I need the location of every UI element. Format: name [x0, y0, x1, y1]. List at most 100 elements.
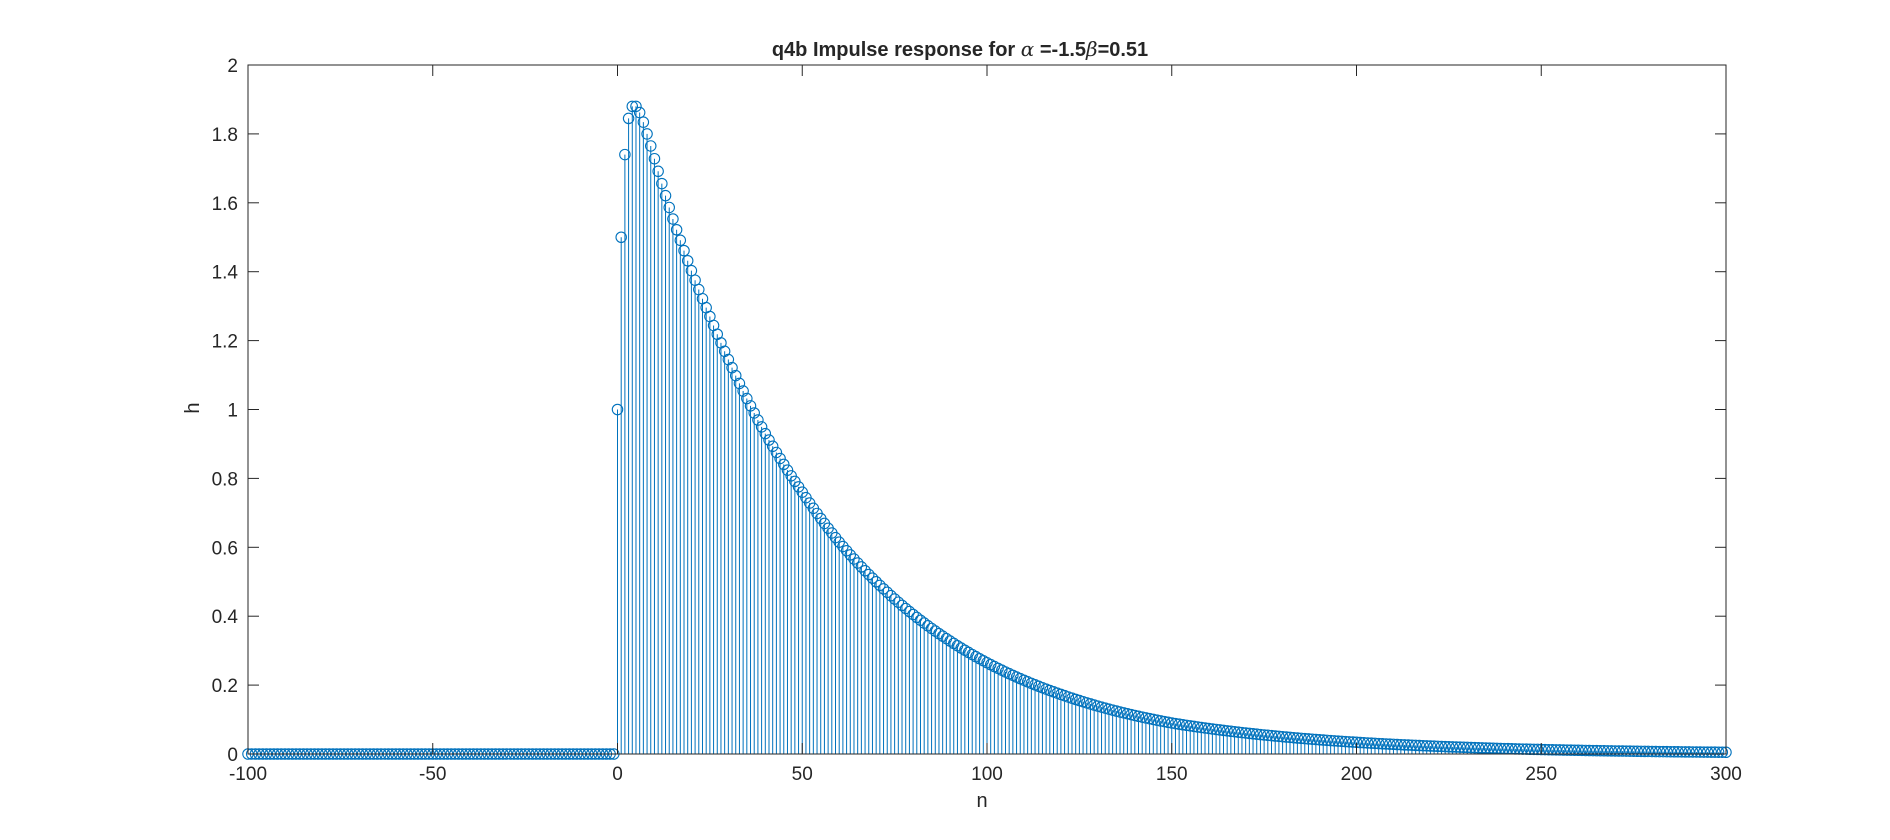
stem-marker: [1306, 733, 1318, 745]
y-tick-label: 0.8: [212, 469, 238, 490]
x-tick-label: 200: [1341, 764, 1373, 785]
stem-marker: [1265, 729, 1278, 742]
stem-marker: [840, 544, 853, 557]
stem-marker: [615, 231, 627, 244]
stem-marker: [733, 377, 746, 390]
stem-marker: [1638, 745, 1651, 758]
stem-series: [242, 100, 1732, 760]
stem-marker: [1398, 739, 1411, 751]
stem-marker: [1413, 739, 1426, 752]
stem-marker: [1228, 725, 1241, 738]
title-middle: =-1.5: [1034, 39, 1086, 61]
stem-marker: [1243, 727, 1256, 740]
stem-marker: [855, 561, 868, 573]
stem-marker: [766, 440, 779, 453]
stem-marker: [1214, 724, 1226, 736]
stem-marker: [645, 140, 657, 152]
stem-marker: [1712, 746, 1725, 758]
stem-marker: [1432, 740, 1444, 753]
stem-marker: [1661, 745, 1673, 758]
stem-marker: [1457, 741, 1470, 754]
stem-marker: [1409, 739, 1422, 752]
stem-marker: [1450, 741, 1463, 753]
stem-marker: [1650, 745, 1662, 758]
stem-marker: [1616, 745, 1629, 757]
stem-marker: [1531, 743, 1544, 756]
stem-marker: [729, 369, 742, 382]
stem-marker: [1624, 745, 1636, 757]
stem-marker: [641, 128, 653, 140]
x-tick-label: 0: [612, 764, 623, 785]
stem-marker: [1247, 728, 1259, 740]
stem-marker: [1380, 738, 1392, 750]
stem-marker: [678, 244, 690, 257]
y-tick-label: 1.4: [212, 263, 239, 284]
stem-marker: [1550, 744, 1562, 756]
stem-marker: [1664, 745, 1677, 758]
stem-marker: [1487, 742, 1499, 754]
stem-marker: [1705, 746, 1717, 758]
stem-marker: [1250, 728, 1263, 740]
stem-marker: [1169, 717, 1182, 730]
stem-marker: [622, 112, 635, 125]
stem-marker: [1339, 735, 1352, 748]
stem-marker: [737, 385, 749, 397]
stem-marker: [1528, 743, 1540, 756]
stem-marker: [1402, 739, 1414, 751]
stem-marker: [1335, 735, 1348, 748]
stem-marker: [1299, 732, 1311, 745]
stem-marker: [1698, 746, 1710, 758]
stem-marker: [1428, 740, 1440, 752]
stem-marker: [1295, 732, 1307, 745]
title-prefix: q4b Impulse response for: [772, 39, 1021, 61]
stem-marker: [1328, 735, 1341, 747]
stem-marker: [741, 392, 753, 405]
y-tick-label: 2: [227, 56, 238, 77]
stem-marker: [1472, 742, 1485, 754]
stem-marker: [1435, 740, 1448, 753]
stem-marker: [763, 434, 775, 446]
stem-marker: [911, 611, 923, 624]
stem-marker: [1365, 737, 1378, 749]
stem-marker: [1609, 745, 1621, 757]
stem-marker: [1184, 720, 1196, 732]
stem-marker: [1690, 746, 1703, 758]
stem-marker: [663, 201, 675, 214]
stem-marker: [1613, 745, 1625, 757]
stem-marker: [1210, 723, 1222, 736]
stem-marker: [1384, 738, 1396, 750]
stem-marker: [755, 421, 768, 433]
stem-marker: [1258, 729, 1270, 741]
stem-marker: [1361, 737, 1374, 749]
stem-marker: [899, 602, 912, 615]
stem-marker: [896, 599, 908, 612]
stem-marker: [907, 608, 919, 621]
stem-marker: [1627, 745, 1640, 757]
y-tick-label: 1: [227, 401, 238, 422]
stem-marker: [681, 254, 694, 267]
stem-marker: [1321, 734, 1333, 747]
stem-marker: [1225, 725, 1237, 738]
stem-marker: [778, 458, 790, 471]
stem-marker: [1439, 740, 1451, 753]
stem-marker: [888, 593, 901, 605]
stem-marker: [1154, 715, 1167, 727]
stem-marker: [1143, 712, 1156, 725]
stem-marker: [1395, 738, 1407, 751]
stem-marker: [1239, 727, 1252, 739]
y-tick-label: 0.4: [212, 607, 239, 628]
plot-box: [247, 64, 1727, 755]
stem-marker: [1446, 741, 1459, 753]
stem-marker: [903, 605, 916, 618]
x-tick-label: 100: [971, 764, 1003, 785]
stem-marker: [1262, 729, 1274, 742]
stem-marker: [648, 152, 661, 165]
stem-marker: [1391, 738, 1403, 751]
stem-marker: [1147, 713, 1160, 726]
stem-marker: [1313, 734, 1326, 746]
stem-marker: [851, 557, 864, 569]
stem-marker: [1269, 730, 1281, 742]
stem-marker: [759, 427, 772, 440]
y-tick-label: 0.2: [212, 676, 238, 697]
